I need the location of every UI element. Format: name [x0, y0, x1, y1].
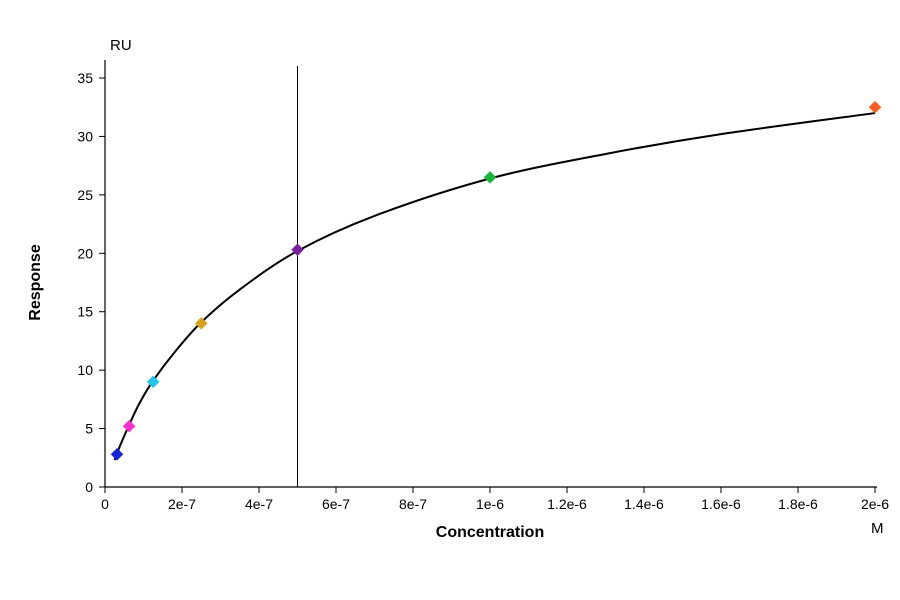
x-tick-label: 2e-7 — [168, 496, 196, 512]
chart-container: 0 2e-7 4e-7 6e-7 8e-7 1e-6 1.2e-6 1.4e-6 1.6e-6 1… — [0, 0, 900, 600]
y-unit-label: RU — [110, 37, 132, 54]
y-tick-label: 35 — [77, 70, 93, 86]
y-tick-label: 30 — [77, 128, 93, 144]
x-tick-label: 0 — [101, 496, 109, 512]
x-tick-label: 6e-7 — [322, 496, 350, 512]
plot-background — [0, 0, 900, 600]
x-tick-label: 2e-6 — [861, 496, 889, 512]
x-tick-label: 1.8e-6 — [778, 496, 818, 512]
y-tick-label: 20 — [77, 245, 93, 261]
x-tick-label: 4e-7 — [245, 496, 273, 512]
y-tick-label: 15 — [77, 304, 93, 320]
x-tick-label: 1.4e-6 — [624, 496, 664, 512]
y-tick-label: 0 — [85, 479, 93, 495]
y-tick-label: 5 — [85, 421, 93, 437]
y-tick-label: 25 — [77, 187, 93, 203]
y-tick-label: 10 — [77, 362, 93, 378]
x-tick-label: 1.2e-6 — [547, 496, 587, 512]
x-tick-label: 8e-7 — [399, 496, 427, 512]
y-axis-label: Response — [27, 244, 44, 321]
x-tick-label: 1.6e-6 — [701, 496, 741, 512]
x-axis-label: Concentration — [436, 524, 544, 541]
x-unit-label: M — [871, 520, 884, 537]
chart-svg: 0 2e-7 4e-7 6e-7 8e-7 1e-6 1.2e-6 1.4e-6 1.6e-6 1… — [0, 0, 900, 600]
x-tick-label: 1e-6 — [476, 496, 504, 512]
